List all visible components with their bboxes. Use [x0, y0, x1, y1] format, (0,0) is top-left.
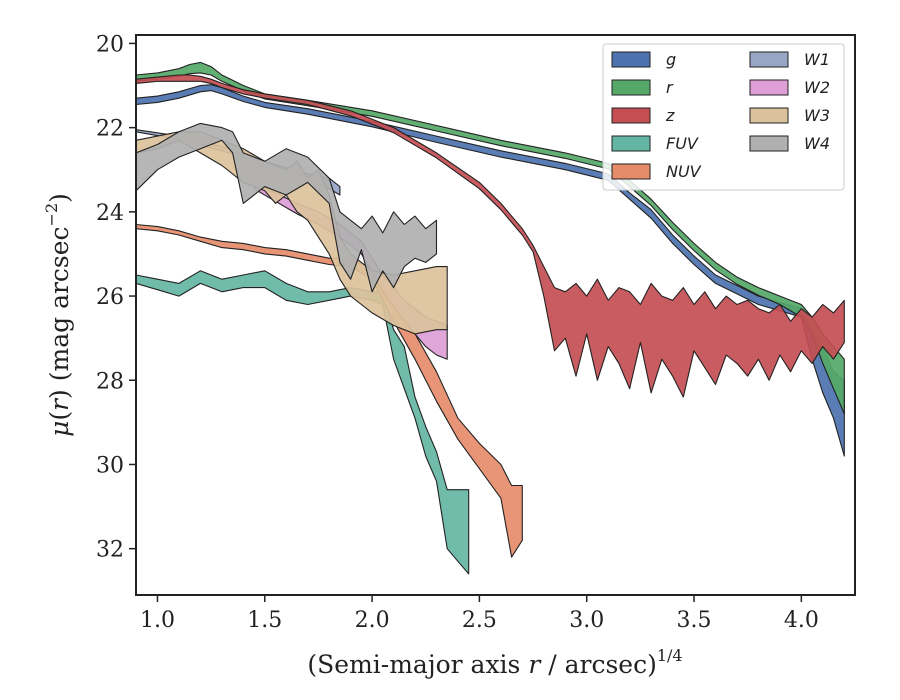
series-band-r	[136, 61, 845, 415]
legend-swatch-W4	[749, 135, 789, 152]
y-tick-label: 20	[96, 32, 124, 57]
x-axis-title: (Semi-major axis r / arcsec)1/4	[307, 646, 682, 679]
y-axis: 20 22 24 26 28 30 32	[96, 32, 136, 563]
x-axis: 1.0 1.5 2.0 2.5 3.0 3.5 4.0	[140, 595, 819, 633]
y-tick-label: 30	[96, 453, 124, 478]
y-tick-label: 32	[96, 538, 124, 563]
x-tick-label: 1.5	[247, 608, 282, 633]
series-band-NUV	[136, 223, 523, 558]
series-band-FUV	[136, 270, 470, 575]
y-tick-label: 22	[96, 117, 124, 142]
y-axis-title: μ(r) (mag arcsec−2)	[42, 193, 74, 437]
legend-label-W1: W1	[804, 50, 830, 69]
y-tick-label: 26	[96, 285, 124, 310]
series-band-z	[136, 74, 845, 398]
legend-label-FUV: FUV	[666, 134, 699, 153]
legend-swatch-W1	[749, 51, 789, 68]
legend-swatch-r	[611, 79, 651, 96]
legend-label-W2: W2	[804, 78, 830, 97]
plot-frame	[135, 34, 856, 596]
x-tick-label: 2.0	[355, 608, 390, 633]
legend-swatch-W2	[749, 79, 789, 96]
y-tick-label: 28	[96, 369, 124, 394]
legend-swatch-z	[611, 107, 651, 124]
legend-swatch-W3	[749, 107, 789, 124]
legend-label-NUV: NUV	[666, 162, 702, 181]
legend: grz FUV NUV W1 W2 W3 W4	[602, 43, 845, 191]
x-tick-label: 3.5	[677, 608, 712, 633]
legend-label-z: z	[665, 106, 675, 125]
x-tick-label: 1.0	[140, 608, 175, 633]
legend-label-g: g	[666, 50, 676, 69]
legend-swatch-g	[611, 51, 651, 68]
series-band-W4	[136, 122, 438, 293]
legend-label-W4: W4	[804, 134, 830, 153]
legend-swatch-NUV	[611, 163, 651, 180]
x-tick-label: 2.5	[462, 608, 497, 633]
y-tick-label: 24	[96, 201, 124, 226]
legend-label-r: r	[666, 78, 674, 97]
x-tick-label: 4.0	[784, 608, 819, 633]
legend-label-W3: W3	[804, 106, 830, 125]
legend-swatch-FUV	[611, 135, 651, 152]
x-tick-label: 3.0	[569, 608, 604, 633]
bands-layer	[136, 61, 845, 575]
